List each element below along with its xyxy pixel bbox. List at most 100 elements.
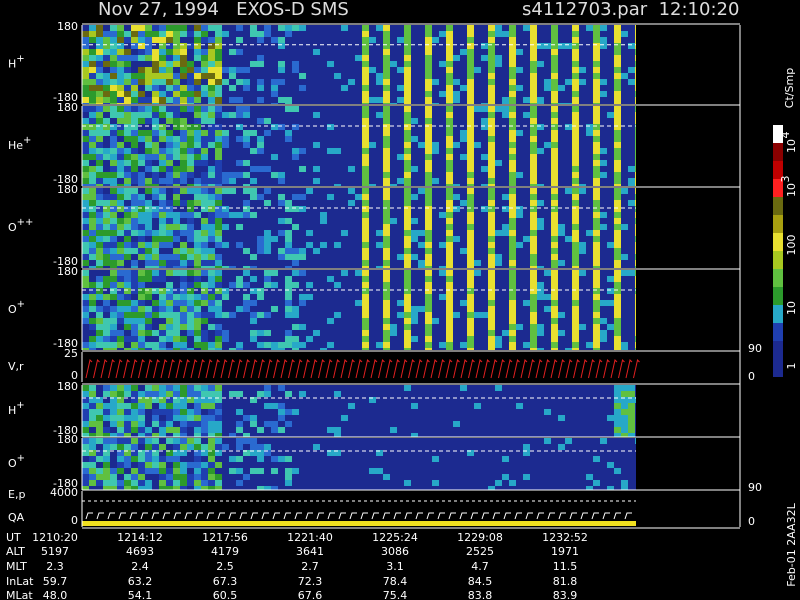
- spectrogram-cell: [551, 248, 558, 254]
- spectrogram-cell: [124, 148, 131, 154]
- spectrogram-cell: [89, 433, 96, 437]
- spectrogram-cell: [292, 106, 299, 112]
- spectrogram-cell: [110, 242, 117, 248]
- spectrogram-cell: [110, 462, 117, 468]
- spectrogram-cell: [96, 462, 103, 468]
- spectrogram-cell: [383, 73, 390, 79]
- spectrogram-cell: [117, 462, 124, 468]
- spectrogram-cell: [145, 324, 152, 330]
- spectrogram-cell: [467, 106, 474, 112]
- spectrogram-cell: [530, 260, 537, 266]
- spectrogram-cell: [299, 73, 306, 79]
- spectrogram-cell: [572, 118, 579, 124]
- spectrogram-cell: [117, 427, 124, 433]
- spectrogram-cell: [264, 25, 271, 31]
- footer-value: 63.2: [128, 575, 153, 588]
- spectrogram-cell: [117, 260, 124, 266]
- spectrogram-cell: [138, 444, 145, 450]
- spectrogram-cell: [572, 324, 579, 330]
- spectrogram-cell: [194, 37, 201, 43]
- spectrogram-cell: [208, 118, 215, 124]
- spectrogram-cell: [138, 31, 145, 37]
- footer-value: 67.3: [213, 575, 238, 588]
- spectrogram-cell: [446, 97, 453, 103]
- spectrogram-cell: [187, 336, 194, 342]
- spectrogram-cell: [292, 154, 299, 160]
- spectrogram-cell: [194, 468, 201, 474]
- spectrogram-cell: [173, 348, 180, 350]
- spectrogram-cell: [82, 166, 89, 172]
- spectrogram-cell: [621, 486, 628, 490]
- spectrogram-cell: [614, 79, 621, 85]
- spectrogram-cell: [285, 288, 292, 294]
- spectrogram-cell: [453, 91, 460, 97]
- spectrogram-cell: [131, 37, 138, 43]
- spectrogram-cell: [180, 160, 187, 166]
- spectrogram-cell: [96, 248, 103, 254]
- spectrogram-cell: [446, 142, 453, 148]
- spectrogram-cell: [180, 486, 187, 490]
- spectrogram-cell: [201, 415, 208, 421]
- spectrogram-cell: [229, 348, 236, 350]
- y-tick-label: 180: [57, 183, 78, 196]
- spectrogram-cell: [516, 49, 523, 55]
- spectrogram-cell: [530, 266, 537, 268]
- spectrogram-cell: [488, 224, 495, 230]
- spectrogram-cell: [376, 468, 383, 474]
- spectrogram-cell: [187, 288, 194, 294]
- spectrogram-cell: [600, 224, 607, 230]
- spectrogram-cell: [145, 194, 152, 200]
- spectrogram-cell: [264, 242, 271, 248]
- spectrogram-cell: [425, 276, 432, 282]
- spectrogram-cell: [173, 288, 180, 294]
- spectrogram-cell: [439, 266, 446, 268]
- panel-label: O++: [8, 217, 33, 234]
- spectrogram-cell: [467, 282, 474, 288]
- spectrogram-cell: [516, 212, 523, 218]
- spectrogram-cell: [103, 415, 110, 421]
- spectrogram-cell: [194, 188, 201, 194]
- spectrogram-cell: [96, 403, 103, 409]
- spectrogram-cell: [82, 136, 89, 142]
- spectrogram-cell: [173, 385, 180, 391]
- spectrogram-cell: [187, 456, 194, 462]
- spectrogram-cell: [89, 324, 96, 330]
- spectrogram-cell: [103, 188, 110, 194]
- spectrogram-cell: [516, 324, 523, 330]
- spectrogram-cell: [285, 136, 292, 142]
- spectrogram-cell: [89, 212, 96, 218]
- spectrogram-cell: [565, 236, 572, 242]
- spectrogram-cell: [537, 266, 544, 268]
- spectrogram-cell: [131, 73, 138, 79]
- spectrogram-cell: [614, 236, 621, 242]
- spectrogram-cell: [124, 188, 131, 194]
- spectrogram-cell: [103, 200, 110, 206]
- spectrogram-cell: [404, 230, 411, 236]
- spectrogram-cell: [362, 312, 369, 318]
- spectrogram-cell: [103, 450, 110, 456]
- spectrogram-cell: [89, 136, 96, 142]
- spectrogram-cell: [103, 218, 110, 224]
- spectrogram-cell: [208, 456, 215, 462]
- spectrogram-cell: [145, 330, 152, 336]
- footer-value: 1229:08: [457, 531, 503, 544]
- spectrogram-cell: [509, 342, 516, 348]
- spectrogram-cell: [103, 403, 110, 409]
- y-tick-label: 180: [57, 380, 78, 393]
- spectrogram-cell: [173, 73, 180, 79]
- spectrogram-cell: [306, 188, 313, 194]
- spectrogram-cell: [173, 160, 180, 166]
- footer-value: 2525: [466, 545, 494, 558]
- spectrogram-cell: [138, 294, 145, 300]
- spectrogram-cell: [187, 224, 194, 230]
- spectrogram-cell: [243, 282, 250, 288]
- spectrogram-cell: [572, 31, 579, 37]
- spectrogram-cell: [593, 270, 600, 276]
- spectrogram-cell: [502, 224, 509, 230]
- spectrogram-cell: [117, 444, 124, 450]
- spectrogram-cell: [187, 486, 194, 490]
- spectrogram-cell: [145, 456, 152, 462]
- colorbar-cell: [773, 161, 783, 179]
- spectrogram-cell: [404, 124, 411, 130]
- spectrogram-cell: [530, 37, 537, 43]
